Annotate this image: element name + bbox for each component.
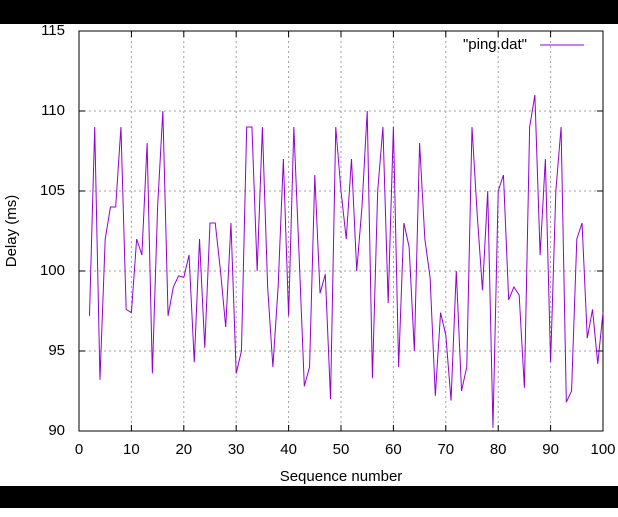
- x-tick-label: 0: [75, 441, 83, 458]
- x-tick-label: 80: [490, 441, 507, 458]
- y-tick-label: 90: [48, 422, 65, 439]
- plot-border: [78, 30, 604, 432]
- top-bar: [0, 0, 618, 24]
- x-tick-label: 100: [590, 441, 615, 458]
- y-tick-label: 105: [40, 182, 65, 199]
- legend-label: "ping.dat": [463, 36, 527, 53]
- x-tick-label: 50: [333, 441, 350, 458]
- x-tick-label: 10: [123, 441, 140, 458]
- y-tick-label: 115: [41, 22, 65, 39]
- y-tick-label: 95: [48, 342, 65, 359]
- x-axis-label: Sequence number: [280, 468, 403, 485]
- x-tick-label: 70: [437, 441, 454, 458]
- bottom-bar: [0, 486, 618, 508]
- y-tick-label: 100: [40, 262, 65, 279]
- y-tick-label: 110: [41, 102, 65, 119]
- x-tick-label: 60: [385, 441, 402, 458]
- data-line: [88, 94, 604, 428]
- y-axis-label: Delay (ms): [3, 195, 20, 268]
- x-tick-label: 40: [280, 441, 297, 458]
- x-tick-label: 20: [175, 441, 192, 458]
- x-tick-label: 30: [228, 441, 245, 458]
- x-tick-label: 90: [542, 441, 559, 458]
